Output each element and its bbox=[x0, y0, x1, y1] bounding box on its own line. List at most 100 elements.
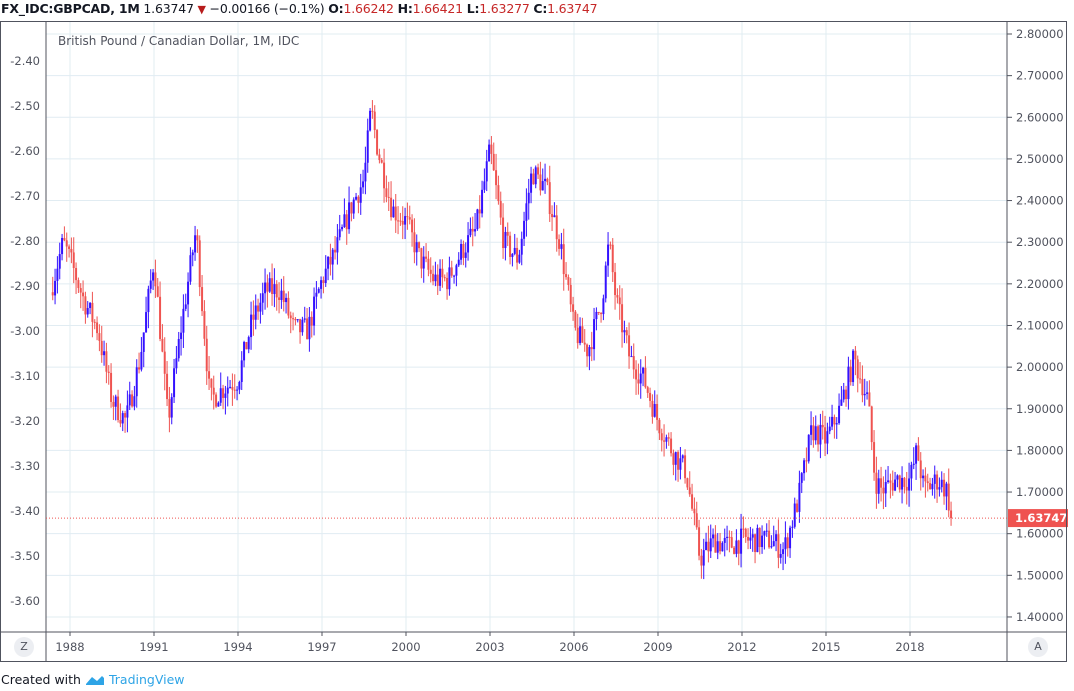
candle-body bbox=[756, 527, 759, 553]
candle-body bbox=[93, 321, 96, 323]
x-axis-label: 1994 bbox=[223, 640, 252, 654]
chart-frame bbox=[0, 21, 1067, 662]
candle-body bbox=[495, 170, 498, 186]
candle-body bbox=[84, 296, 87, 315]
candle-body bbox=[208, 371, 211, 379]
candle-body bbox=[553, 215, 556, 218]
left-axis-label: -3.30 bbox=[10, 459, 40, 473]
left-axis-label: -3.50 bbox=[10, 549, 40, 563]
candle-body bbox=[747, 536, 750, 541]
auto-scale-a-button[interactable]: A bbox=[1028, 637, 1048, 657]
candle-body bbox=[754, 534, 757, 553]
candle-body bbox=[418, 242, 421, 249]
candle-body bbox=[124, 413, 127, 418]
candle-body bbox=[77, 280, 80, 289]
right-axis-label: 2.20000 bbox=[1016, 277, 1064, 291]
x-axis-label: 2018 bbox=[895, 640, 924, 654]
open-value: 1.66242 bbox=[343, 1, 394, 16]
close-value: 1.63747 bbox=[547, 1, 598, 16]
candle-body bbox=[471, 228, 474, 232]
tradingview-link[interactable]: TradingView bbox=[108, 672, 185, 687]
candle-body bbox=[61, 237, 64, 255]
candle-body bbox=[126, 405, 129, 418]
candle-body bbox=[546, 178, 549, 183]
candle-body bbox=[765, 530, 768, 532]
candle-body bbox=[469, 228, 472, 236]
candle-body bbox=[58, 254, 61, 269]
candle-body bbox=[250, 314, 253, 338]
candle-body bbox=[835, 423, 838, 425]
candle-body bbox=[742, 528, 745, 530]
candle-body bbox=[455, 265, 458, 276]
candle-body bbox=[852, 350, 855, 383]
candle-body bbox=[639, 373, 642, 384]
chart-title: British Pound / Canadian Dollar, 1M, IDC bbox=[58, 34, 299, 48]
x-axis-label: 2003 bbox=[475, 640, 504, 654]
candle-body bbox=[896, 475, 899, 480]
candle-body bbox=[590, 347, 593, 350]
candle-body bbox=[686, 478, 689, 488]
candle-body bbox=[812, 425, 815, 441]
candle-body bbox=[875, 472, 878, 494]
candle-body bbox=[82, 292, 85, 297]
candle-body bbox=[602, 298, 605, 315]
candle-body bbox=[238, 382, 241, 390]
axes: 2.80000 2.70000 2.60000 2.50000 2.40000 2.300… bbox=[0, 22, 1068, 662]
candle-body bbox=[728, 536, 731, 538]
candle-body bbox=[177, 339, 180, 359]
candle-body bbox=[390, 197, 393, 218]
candle-body bbox=[287, 297, 290, 316]
candle-body bbox=[266, 282, 269, 292]
candle-body bbox=[884, 482, 887, 494]
candle-body bbox=[420, 248, 423, 269]
candle-body bbox=[443, 277, 446, 279]
log-scale-z-button[interactable]: Z bbox=[14, 637, 34, 657]
candle-body bbox=[684, 455, 687, 479]
candle-body bbox=[910, 464, 913, 479]
candle-body bbox=[376, 130, 379, 155]
candle-body bbox=[880, 478, 883, 488]
low-label: L: bbox=[466, 1, 480, 16]
candle-body bbox=[383, 162, 386, 189]
candle-body bbox=[670, 438, 673, 454]
candle-body bbox=[357, 196, 360, 203]
symbol-name: FX_IDC:GBPCAD, 1M bbox=[1, 1, 140, 16]
candle-body bbox=[147, 288, 150, 313]
candle-body bbox=[348, 202, 351, 230]
candle-body bbox=[264, 282, 267, 294]
candle-body bbox=[133, 396, 136, 407]
candle-body bbox=[700, 555, 703, 566]
candle-body bbox=[411, 219, 414, 233]
candle-body bbox=[567, 277, 570, 285]
candle-body bbox=[121, 413, 124, 424]
candle-body bbox=[551, 214, 554, 218]
candle-body bbox=[154, 272, 157, 287]
candle-body bbox=[947, 483, 950, 511]
candle-body bbox=[506, 231, 509, 236]
candle-body bbox=[63, 237, 66, 241]
candle-body bbox=[583, 342, 586, 345]
candle-body bbox=[840, 399, 843, 406]
candle-body bbox=[497, 185, 500, 202]
candle-body bbox=[665, 437, 668, 442]
candle-body bbox=[695, 513, 698, 528]
candle-body bbox=[336, 237, 339, 253]
candle-body bbox=[901, 477, 904, 490]
candle-body bbox=[488, 144, 491, 162]
candle-body bbox=[831, 416, 834, 427]
left-axis-label: -2.80 bbox=[10, 234, 40, 248]
candle-body bbox=[56, 268, 59, 281]
right-axis-label: 2.60000 bbox=[1016, 110, 1064, 124]
candle-body bbox=[576, 327, 579, 344]
left-axis-label: -2.60 bbox=[10, 144, 40, 158]
candle-body bbox=[380, 160, 383, 163]
candle-body bbox=[91, 302, 94, 322]
candle-body bbox=[166, 373, 169, 400]
candle-body bbox=[173, 368, 176, 398]
candle-body bbox=[149, 280, 152, 289]
right-axis-label: 2.50000 bbox=[1016, 152, 1064, 166]
candle-body bbox=[513, 247, 516, 254]
candle-body bbox=[341, 226, 344, 230]
candle-body bbox=[308, 316, 311, 340]
